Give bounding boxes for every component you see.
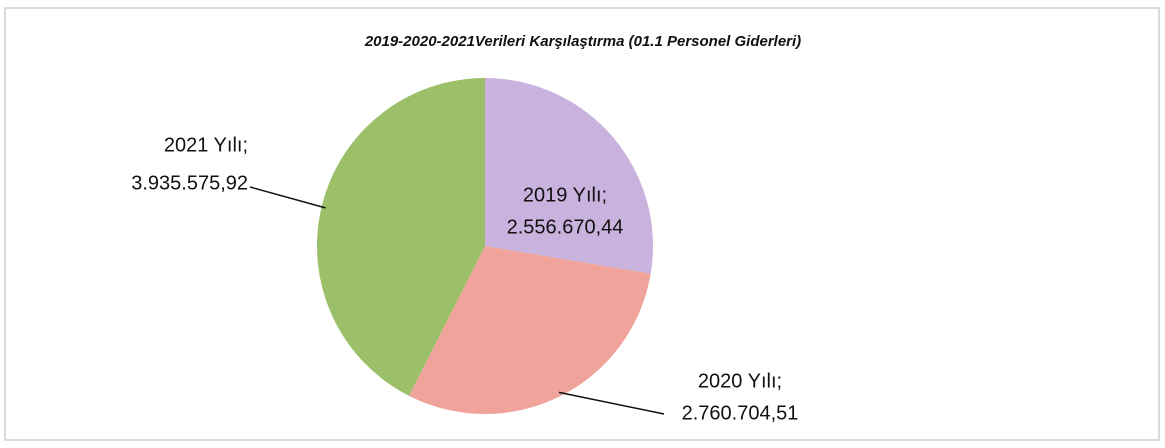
data-label-name: 2020 Yılı;: [698, 370, 782, 392]
data-label-value: 2.556.670,44: [507, 216, 624, 238]
data-label-name: 2019 Yılı;: [523, 184, 607, 206]
pie-slice: [485, 78, 653, 274]
data-label-name: 2021 Yılı;: [164, 134, 248, 156]
leader-line: [558, 391, 665, 415]
chart-title: 2019-2020-2021Verileri Karşılaştırma (01…: [364, 33, 801, 50]
pie-slice: [317, 78, 485, 396]
pie-slice: [409, 246, 651, 414]
data-label-value: 2.760.704,51: [682, 402, 799, 424]
data-label-value: 3.935.575,92: [131, 172, 248, 194]
leader-line: [249, 186, 326, 209]
